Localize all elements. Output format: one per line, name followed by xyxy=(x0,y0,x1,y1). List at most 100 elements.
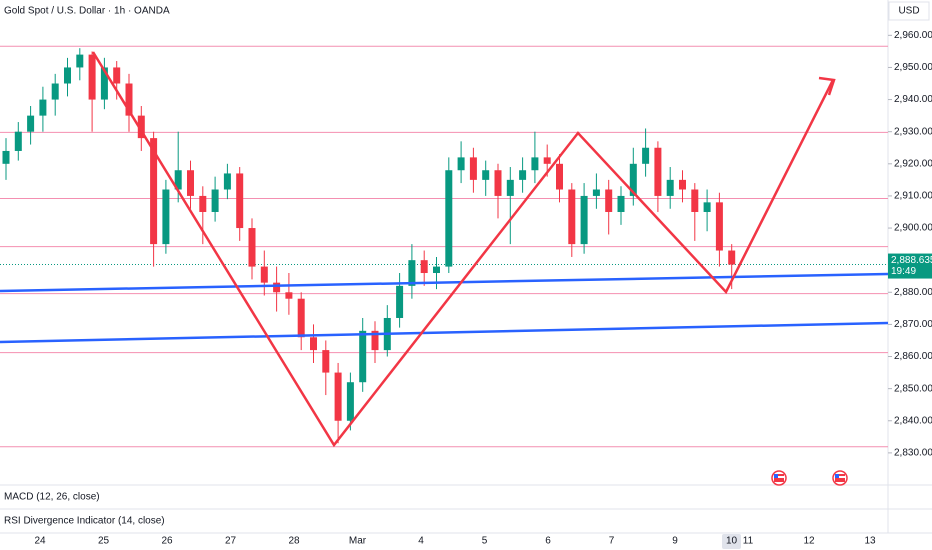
candle-body xyxy=(187,170,194,196)
candle-body xyxy=(506,179,514,196)
candle-body xyxy=(322,350,330,373)
candle-body xyxy=(371,330,379,351)
currency-button[interactable] xyxy=(888,1,930,21)
candle-body xyxy=(359,330,367,383)
candle-body xyxy=(27,115,35,132)
chart-title: Gold Spot / U.S. Dollar · 1h · OANDA xyxy=(4,6,170,17)
y-tick-label: 2,900.000 xyxy=(894,223,932,234)
candle-body xyxy=(469,157,477,180)
candle-body xyxy=(334,372,342,421)
candle-body xyxy=(39,99,47,116)
candle-body xyxy=(556,163,563,190)
candle-body xyxy=(310,337,317,351)
candle-body xyxy=(273,282,281,293)
candle-body xyxy=(445,170,453,267)
candle-body xyxy=(568,189,576,245)
y-tick-label: 2,910.000 xyxy=(894,191,932,202)
candle-body xyxy=(580,195,588,245)
candle-body xyxy=(76,54,84,68)
x-tick-label: 27 xyxy=(225,536,237,547)
candle-body xyxy=(248,228,256,267)
last-price-label: 2,888.635 xyxy=(891,255,932,266)
candle-body xyxy=(2,150,10,164)
candle-body xyxy=(617,195,625,212)
candle-body xyxy=(88,54,96,100)
candle-body xyxy=(679,179,686,190)
currency[interactable]: USD xyxy=(898,6,919,17)
y-tick-label: 2,960.000 xyxy=(894,30,932,41)
x-tick-label: 24 xyxy=(34,536,46,547)
x-tick-label: 26 xyxy=(161,536,173,547)
current-day-box xyxy=(722,534,741,549)
x-tick-label: 7 xyxy=(609,536,615,547)
countdown: 19:49 xyxy=(891,266,916,277)
y-tick-label: 2,850.000 xyxy=(894,383,932,394)
candle-body xyxy=(433,266,440,274)
y-tick-label: 2,930.000 xyxy=(894,126,932,137)
y-tick-label: 2,940.000 xyxy=(894,94,932,105)
candle-body xyxy=(260,266,268,283)
indicator-label: MACD (12, 26, close) xyxy=(4,492,100,503)
candle-body xyxy=(14,131,22,151)
y-tick-label: 2,950.000 xyxy=(894,62,932,73)
x-tick-label: 28 xyxy=(288,536,300,547)
candle-body xyxy=(51,83,59,100)
candle-body xyxy=(199,195,207,212)
candle-body xyxy=(654,147,662,196)
arrow-head xyxy=(818,76,836,96)
candle-body xyxy=(642,147,650,164)
candle-body xyxy=(236,173,244,229)
x-tick-label: 4 xyxy=(418,536,424,547)
candle-body xyxy=(285,292,293,299)
candle-body xyxy=(346,382,354,421)
x-tick-label: 9 xyxy=(672,536,678,547)
candle-body xyxy=(211,189,219,212)
candle-body xyxy=(531,157,539,171)
candle-body xyxy=(223,173,231,190)
candle-body xyxy=(592,189,600,196)
candle-body xyxy=(113,67,121,84)
y-tick-label: 2,860.000 xyxy=(894,351,932,362)
x-tick-label: 25 xyxy=(98,536,110,547)
event-flag[interactable] xyxy=(832,470,848,486)
candle-body xyxy=(482,170,490,180)
y-tick-label: 2,840.000 xyxy=(894,415,932,426)
candle-body xyxy=(703,202,711,212)
candle-body xyxy=(125,83,133,116)
x-tick-label: 5 xyxy=(482,536,488,547)
candle-body xyxy=(457,157,465,171)
candle-body xyxy=(150,138,158,245)
candle-body xyxy=(64,67,71,84)
candle-body xyxy=(691,189,699,212)
current-day-label: 10 xyxy=(726,536,738,547)
indicator-label: RSI Divergence Indicator (14, close) xyxy=(4,516,165,527)
candle-body xyxy=(728,250,736,265)
candle-body xyxy=(396,285,404,318)
x-tick-label: 6 xyxy=(545,536,551,547)
candle-body xyxy=(162,189,170,245)
y-tick-label: 2,920.000 xyxy=(894,158,932,169)
y-tick-label: 2,830.000 xyxy=(894,448,932,459)
zigzag-pattern xyxy=(91,51,835,448)
trend-line xyxy=(0,321,889,344)
event-flag[interactable] xyxy=(771,470,787,486)
x-tick-label: Mar xyxy=(349,536,367,547)
x-tick-label: 12 xyxy=(803,536,815,547)
candle-body xyxy=(408,260,416,286)
last-price-box xyxy=(888,253,932,279)
candle-body xyxy=(715,202,723,251)
candle-body xyxy=(100,67,108,100)
trend-line xyxy=(0,272,889,293)
candle-body xyxy=(420,260,428,274)
candle-body xyxy=(666,179,674,196)
candle-body xyxy=(494,170,502,196)
candle-body xyxy=(174,170,182,190)
y-tick-label: 2,870.000 xyxy=(894,319,932,330)
candle-body xyxy=(297,298,305,338)
candle-body xyxy=(605,189,613,212)
candle-body xyxy=(543,157,551,164)
y-tick-label: 2,880.000 xyxy=(894,287,932,298)
x-tick-label: 11 xyxy=(743,536,754,547)
candle-body xyxy=(629,163,637,196)
